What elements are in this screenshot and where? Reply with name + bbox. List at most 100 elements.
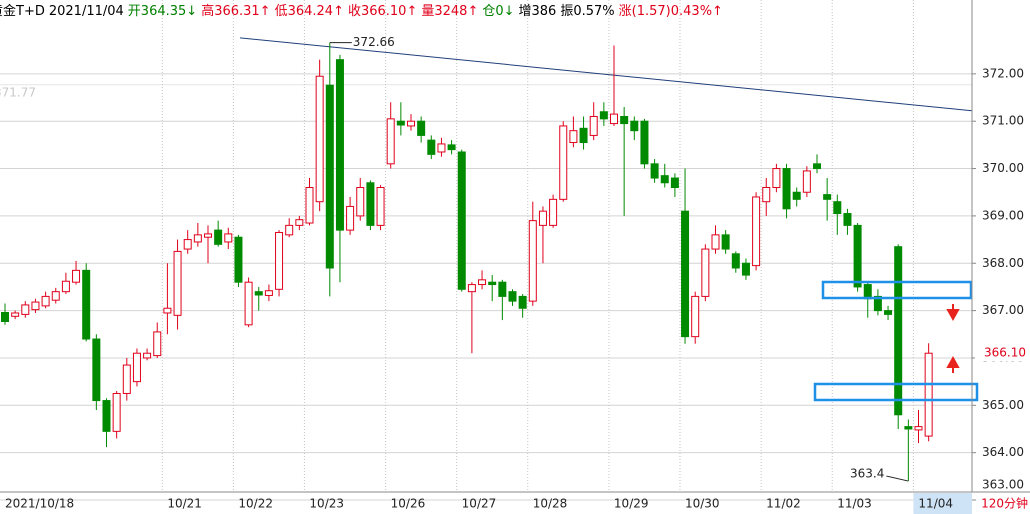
low-leader: [886, 475, 909, 482]
candle-body: [650, 163, 659, 179]
x-tick-label: 10/22: [238, 497, 273, 511]
candle-body: [315, 75, 324, 203]
header-item: 量3248↑: [421, 4, 478, 19]
candle-body: [285, 224, 294, 236]
candle-body: [305, 187, 314, 224]
high-label: 372.66: [353, 35, 395, 49]
down-arrow: [946, 304, 960, 322]
candle-body: [173, 250, 182, 316]
candle-body: [843, 213, 852, 226]
x-tick-label: 11/03: [837, 497, 872, 511]
candle-body: [183, 239, 192, 250]
candle-body: [153, 331, 162, 357]
y-tick-label: 364.00: [982, 445, 1024, 459]
y-tick-label: 370.00: [982, 161, 1024, 175]
header-item: 涨(1.57)0.43%↑: [619, 4, 723, 19]
candle-body: [884, 310, 893, 315]
candle-body: [41, 295, 50, 307]
candle-body: [467, 284, 476, 293]
candle-body: [244, 281, 253, 326]
candle-body: [549, 198, 558, 226]
header-item: 开364.35↓: [128, 4, 197, 19]
candle-body: [914, 426, 923, 431]
candle-body: [701, 248, 710, 297]
candle-body: [853, 224, 862, 288]
reference-label: 371.77: [0, 85, 36, 99]
candle-body: [508, 291, 517, 302]
candle-body: [193, 234, 202, 243]
candle-body: [72, 269, 81, 283]
candle-body: [630, 120, 639, 132]
candle-body: [427, 139, 436, 155]
marks: [1, 37, 973, 482]
candle-body: [407, 120, 415, 127]
candle-body: [204, 233, 212, 238]
candle-body: [132, 352, 141, 383]
candle-body: [660, 175, 669, 184]
header-item: 振0.57%: [560, 4, 614, 19]
header-item: 黄金T+D: [0, 3, 45, 19]
candle-body: [437, 143, 446, 153]
candle-body: [711, 234, 720, 250]
candle-body: [802, 170, 811, 193]
candle-body: [214, 229, 223, 245]
candle-body: [762, 187, 771, 203]
candle-body: [731, 253, 740, 269]
candle-body: [691, 295, 700, 338]
candle-body: [234, 236, 243, 283]
grid: [0, 0, 972, 501]
candle-body: [559, 125, 568, 200]
candle-body: [721, 234, 730, 250]
candle-body: [813, 163, 821, 170]
x-tick-label: 10/21: [167, 497, 202, 511]
candle-body: [224, 233, 233, 243]
candle-body: [823, 194, 832, 200]
candle-body: [741, 262, 750, 276]
candle-body: [640, 120, 649, 165]
candle-body: [478, 279, 487, 286]
candle-body: [51, 291, 60, 301]
x-tick-label: 10/23: [309, 497, 344, 511]
candle-body: [335, 59, 344, 231]
candle-body: [894, 246, 903, 416]
candle-body: [792, 191, 801, 200]
header-item: 仓0↓: [482, 4, 514, 19]
last-price-bg: [975, 345, 1030, 362]
candle-body: [275, 231, 284, 290]
candle-body: [122, 364, 131, 394]
x-tick-label: 10/30: [685, 497, 720, 511]
candle-body: [488, 281, 497, 286]
candle-body: [681, 210, 690, 338]
y-tick-label: 365.00: [982, 398, 1024, 412]
x-tick-label: 10/27: [462, 497, 497, 511]
x-tick-label: 11/02: [766, 497, 801, 511]
candle-body: [589, 115, 598, 136]
y-tick-label: 369.00: [982, 208, 1024, 222]
candle-body: [457, 151, 466, 290]
candle-body: [31, 301, 40, 311]
candle-body: [295, 219, 304, 226]
candle-body: [772, 168, 781, 189]
highlight-box: [821, 280, 973, 300]
candle-body: [386, 118, 395, 165]
candle-body: [518, 295, 527, 309]
x-tick-label: 11/04: [918, 497, 953, 511]
x-tick-label: 10/28: [533, 497, 568, 511]
candle-body: [498, 281, 507, 297]
candle-body: [569, 130, 578, 144]
candle-body: [254, 291, 263, 296]
header-item: 增386: [519, 4, 557, 19]
candle-body: [1, 312, 9, 322]
y-tick-label: 363.00: [982, 478, 1024, 492]
candle-body: [538, 210, 547, 226]
selected-date-bg: [913, 493, 972, 514]
candle-body: [11, 312, 20, 317]
candle-body: [61, 280, 70, 293]
candle-body: [833, 201, 842, 215]
candle-body: [346, 205, 355, 231]
candle-body: [396, 120, 405, 126]
candle-body: [782, 168, 791, 210]
candle-body: [143, 352, 152, 359]
candle-body: [376, 187, 385, 226]
last-price-label: 366.10: [984, 346, 1026, 360]
